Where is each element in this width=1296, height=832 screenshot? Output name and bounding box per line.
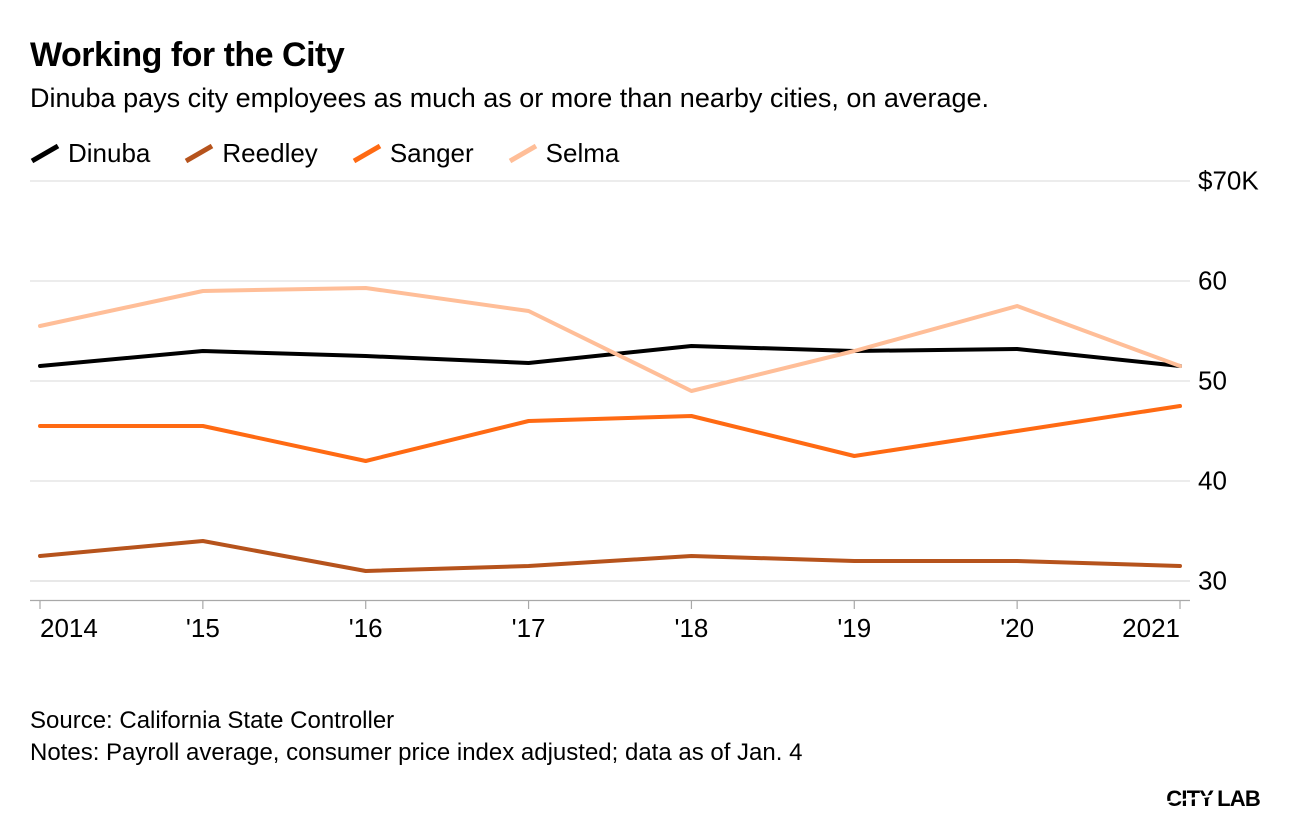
chart-container: Working for the City Dinuba pays city em… [0,0,1296,832]
chart-footer: Source: California State Controller Note… [30,705,1266,770]
legend-label: Dinuba [68,138,150,169]
brand-logo: CITYLAB [1164,786,1260,812]
y-axis-labels: 30405060$70K [1198,181,1278,601]
series-line [40,541,1180,571]
x-axis-labels: 2014 '15 '16 '17 '18 '19 '20 2021 [30,613,1190,653]
chart-title: Working for the City [30,36,1266,75]
legend-swatch [353,144,381,163]
x-tick-label: 2014 [40,613,98,644]
brand-text-part1: CITY [1166,786,1213,811]
source-text: Source: California State Controller [30,705,1266,737]
x-tick-label: '17 [512,613,546,644]
legend-swatch [31,144,59,163]
x-tick-label: '15 [186,613,220,644]
notes-text: Notes: Payroll average, consumer price i… [30,737,1266,769]
x-tick-label: '16 [349,613,383,644]
legend-item: Reedley [184,138,317,169]
legend-label: Selma [546,138,620,169]
legend-item: Selma [508,138,620,169]
y-tick-label: 30 [1198,566,1227,597]
legend-label: Reedley [222,138,317,169]
chart-subtitle: Dinuba pays city employees as much as or… [30,81,1190,116]
series-line [40,288,1180,391]
brand-text-part2: LAB [1217,786,1260,812]
legend-swatch [508,144,536,163]
y-tick-label: 60 [1198,266,1227,297]
legend-label: Sanger [390,138,474,169]
x-tick-label: '18 [674,613,708,644]
y-tick-label: $70K [1198,166,1259,197]
x-tick-label: '19 [837,613,871,644]
legend-item: Sanger [352,138,474,169]
legend: Dinuba Reedley Sanger Selma [30,138,1266,169]
x-tick-label: '20 [1000,613,1034,644]
x-tick-label: 2021 [1122,613,1180,644]
y-tick-label: 50 [1198,366,1227,397]
legend-swatch [185,144,213,163]
legend-item: Dinuba [30,138,150,169]
chart-area: 30405060$70K 2014'15'16'17'18'19'202021 [30,181,1266,641]
y-tick-label: 40 [1198,466,1227,497]
series-line [40,406,1180,461]
line-chart [30,181,1190,601]
